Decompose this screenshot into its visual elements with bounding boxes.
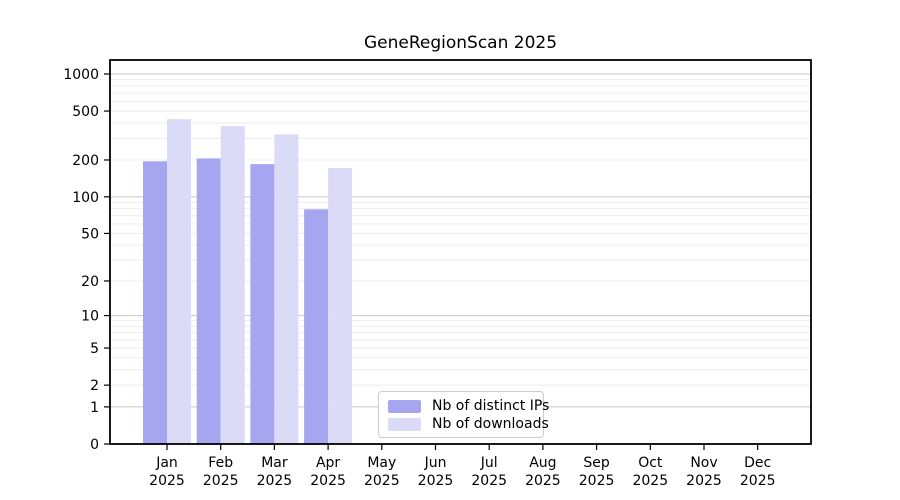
bar-downloads-feb bbox=[220, 126, 245, 444]
x-tick-label-year: 2025 bbox=[257, 473, 293, 489]
x-tick-label-year: 2025 bbox=[471, 473, 507, 489]
legend-label-downloads: Nb of downloads bbox=[432, 416, 549, 432]
x-tick-label-year: 2025 bbox=[310, 473, 346, 489]
bar-downloads-jan bbox=[167, 119, 191, 444]
x-tick-label-month: Oct bbox=[638, 455, 663, 471]
x-tick-label-year: 2025 bbox=[418, 473, 454, 489]
x-tick-label-year: 2025 bbox=[364, 473, 400, 489]
bar-distinct-ips-jan bbox=[143, 161, 167, 444]
x-tick-label-month: Aug bbox=[529, 455, 556, 471]
x-tick-label-month: Feb bbox=[208, 455, 233, 471]
x-tick-label-month: Mar bbox=[261, 455, 288, 471]
legend: Nb of distinct IPs Nb of downloads bbox=[378, 391, 549, 438]
x-tick-label-month: Jan bbox=[155, 455, 178, 471]
y-tick-label: 200 bbox=[72, 153, 99, 169]
y-tick-label: 10 bbox=[81, 309, 99, 325]
legend-label-distinct-ips: Nb of distinct IPs bbox=[432, 398, 550, 414]
x-tick-label-month: Apr bbox=[316, 455, 340, 471]
bar-downloads-mar bbox=[274, 134, 299, 445]
chart-title: GeneRegionScan 2025 bbox=[363, 33, 558, 53]
bar-distinct-ips-mar bbox=[250, 164, 275, 444]
legend-swatch-distinct-ips bbox=[388, 399, 421, 413]
x-tick-label-month: Dec bbox=[744, 455, 771, 471]
bar-distinct-ips-apr bbox=[304, 209, 329, 444]
legend-swatch-downloads bbox=[388, 417, 421, 431]
y-tick-label: 2 bbox=[90, 378, 99, 394]
x-tick-label-month: Sep bbox=[583, 455, 610, 471]
x-tick-label-year: 2025 bbox=[686, 473, 722, 489]
x-tick-label-month: Jul bbox=[480, 455, 498, 471]
bar-distinct-ips-feb bbox=[196, 158, 221, 445]
y-tick-label: 20 bbox=[81, 274, 99, 290]
y-tick-label: 50 bbox=[81, 226, 99, 242]
y-tick-label: 0 bbox=[90, 437, 99, 453]
x-tick-label-year: 2025 bbox=[740, 473, 776, 489]
x-tick-label-month: Nov bbox=[690, 455, 717, 471]
x-tick-label-year: 2025 bbox=[203, 473, 239, 489]
x-tick-label-year: 2025 bbox=[525, 473, 561, 489]
y-tick-label: 100 bbox=[72, 190, 99, 206]
y-tick-label: 5 bbox=[90, 341, 99, 357]
x-tick-label-year: 2025 bbox=[149, 473, 185, 489]
plot-frame bbox=[109, 59, 812, 445]
x-tick-label-month: May bbox=[367, 455, 396, 471]
y-tick-label: 1000 bbox=[63, 67, 99, 83]
legend-item-downloads: Nb of downloads bbox=[388, 416, 549, 432]
y-tick-label: 500 bbox=[72, 104, 99, 120]
x-tick-label-month: Jun bbox=[424, 455, 447, 471]
x-tick-label-year: 2025 bbox=[632, 473, 668, 489]
bar-downloads-apr bbox=[328, 168, 353, 444]
y-tick-label: 1 bbox=[90, 400, 99, 416]
legend-item-distinct-ips: Nb of distinct IPs bbox=[388, 398, 549, 414]
x-tick-label-year: 2025 bbox=[579, 473, 615, 489]
